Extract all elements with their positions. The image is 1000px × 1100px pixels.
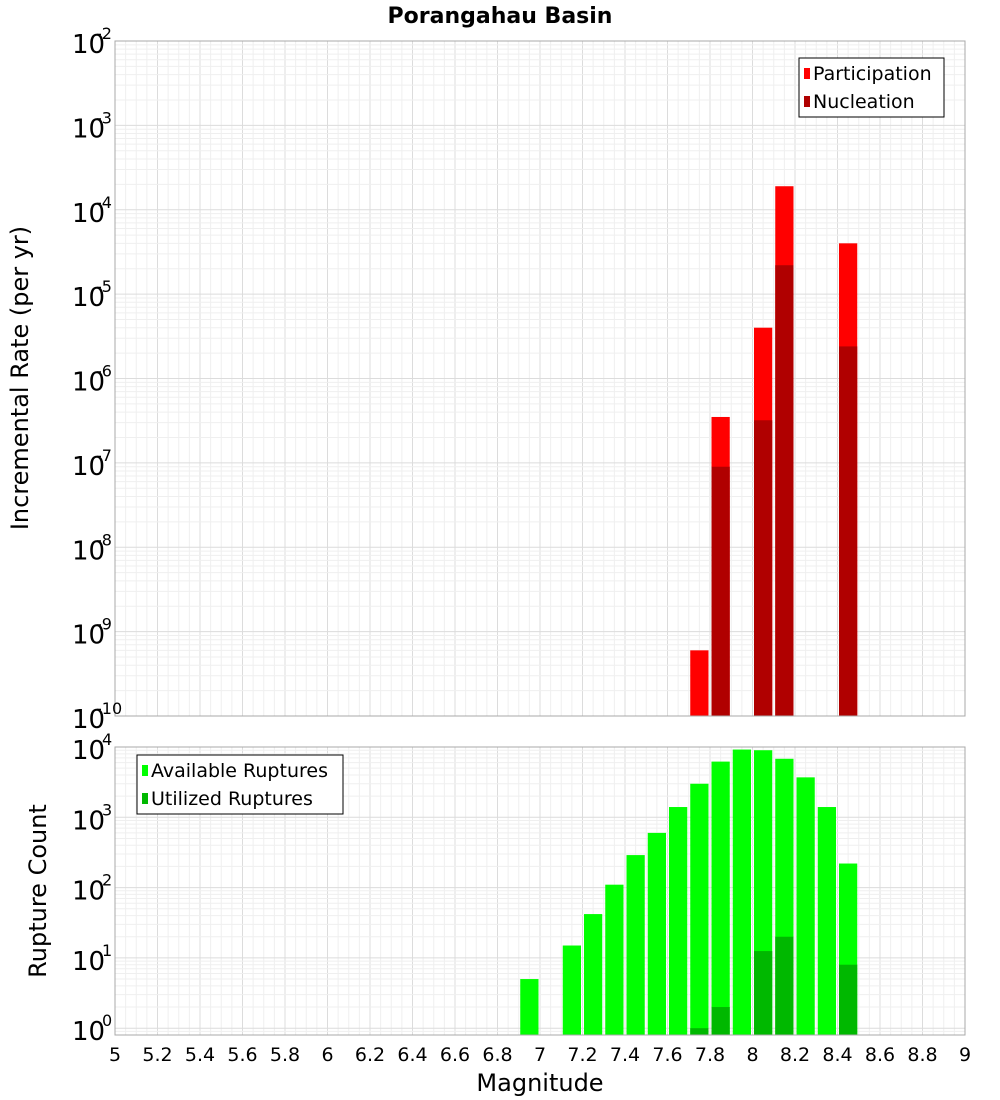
rate-y-tick: 10 bbox=[72, 114, 105, 144]
count-bar-available-ruptures bbox=[647, 832, 666, 1035]
rate-y-tick-exponent: -4 bbox=[96, 193, 112, 212]
x-axis-label: Magnitude bbox=[476, 1069, 603, 1097]
x-tick-label: 7.6 bbox=[652, 1044, 682, 1066]
count-bar-available-ruptures bbox=[584, 914, 603, 1035]
x-tick-label: 5 bbox=[109, 1044, 121, 1066]
rate-y-tick-exponent: -3 bbox=[96, 108, 112, 127]
rate-y-tick-exponent: -9 bbox=[96, 615, 112, 634]
x-tick-label: 5.2 bbox=[142, 1044, 172, 1066]
x-tick-label: 5.4 bbox=[185, 1044, 215, 1066]
count-legend-swatch bbox=[142, 793, 148, 804]
x-tick-label: 8.8 bbox=[907, 1044, 937, 1066]
rate-y-tick-exponent: -5 bbox=[96, 277, 112, 296]
rate-y-tick: 10 bbox=[72, 536, 105, 566]
rate-legend-label: Nucleation bbox=[813, 91, 915, 113]
rate-legend-swatch bbox=[804, 68, 810, 79]
rate-bar-nucleation bbox=[711, 466, 730, 716]
count-legend-label: Utilized Ruptures bbox=[151, 788, 313, 810]
count-y-tick-exponent: 1 bbox=[102, 941, 112, 960]
count-bar-available-ruptures bbox=[669, 807, 688, 1035]
count-bar-available-ruptures bbox=[605, 884, 624, 1035]
x-tick-label: 6.4 bbox=[397, 1044, 427, 1066]
count-bar-utilized-ruptures bbox=[711, 1007, 730, 1035]
rate-y-tick-exponent: -7 bbox=[96, 446, 112, 465]
x-tick-label: 8 bbox=[746, 1044, 758, 1066]
x-tick-label: 7.2 bbox=[567, 1044, 597, 1066]
rate-y-tick-exponent: -10 bbox=[96, 699, 122, 718]
x-tick-label: 7 bbox=[534, 1044, 546, 1066]
count-legend-label: Available Ruptures bbox=[151, 760, 328, 782]
count-bar-available-ruptures bbox=[520, 979, 539, 1035]
x-tick-label: 6.2 bbox=[355, 1044, 385, 1066]
count-bar-utilized-ruptures bbox=[839, 964, 858, 1035]
x-tick-label: 7.4 bbox=[610, 1044, 640, 1066]
rate-bar-participation bbox=[690, 650, 709, 716]
rate-legend-label: Participation bbox=[813, 63, 932, 85]
count-bar-available-ruptures bbox=[626, 855, 645, 1035]
count-y-tick: 10 bbox=[72, 947, 105, 977]
chart-title: Porangahau Basin bbox=[388, 4, 613, 29]
rate-legend-swatch bbox=[804, 96, 810, 107]
count-bar-utilized-ruptures bbox=[690, 1028, 709, 1035]
count-y-tick-exponent: 2 bbox=[102, 871, 112, 890]
count-bar-available-ruptures bbox=[796, 777, 815, 1035]
x-tick-label: 6.8 bbox=[482, 1044, 512, 1066]
count-bar-available-ruptures bbox=[562, 945, 581, 1035]
count-bar-available-ruptures bbox=[732, 749, 751, 1035]
x-tick-label: 7.8 bbox=[695, 1044, 725, 1066]
rate-y-tick-exponent: -8 bbox=[96, 530, 112, 549]
rate-y-tick: 10 bbox=[72, 368, 105, 398]
rate-y-tick-exponent: -2 bbox=[96, 24, 112, 43]
count-bar-available-ruptures bbox=[817, 807, 836, 1035]
count-y-tick-exponent: 3 bbox=[102, 800, 112, 819]
count-y-tick: 10 bbox=[72, 877, 105, 907]
count-frame bbox=[114, 746, 966, 1036]
count-y-tick-exponent: 0 bbox=[102, 1011, 112, 1030]
count-y-tick: 10 bbox=[72, 1017, 105, 1047]
count-y-tick: 10 bbox=[72, 736, 105, 766]
y-axis-label-rate: Incremental Rate (per yr) bbox=[6, 226, 34, 530]
y-axis-label-count: Rupture Count bbox=[24, 804, 52, 978]
x-tick-label: 9 bbox=[959, 1044, 971, 1066]
x-tick-label: 5.6 bbox=[227, 1044, 257, 1066]
count-y-tick: 10 bbox=[72, 806, 105, 836]
x-tick-label: 8.2 bbox=[780, 1044, 810, 1066]
count-legend-swatch bbox=[142, 765, 148, 776]
count-bar-utilized-ruptures bbox=[775, 936, 794, 1035]
rate-y-tick: 10 bbox=[72, 30, 105, 60]
x-tick-label: 6 bbox=[321, 1044, 333, 1066]
rate-y-tick: 10 bbox=[72, 283, 105, 313]
rate-y-tick: 10 bbox=[72, 199, 105, 229]
x-tick-label: 5.8 bbox=[270, 1044, 300, 1066]
x-tick-label: 8.6 bbox=[865, 1044, 895, 1066]
rate-legend bbox=[798, 57, 945, 118]
count-bar-available-ruptures bbox=[711, 761, 730, 1035]
x-tick-label: 8.4 bbox=[822, 1044, 852, 1066]
x-tick-label: 6.6 bbox=[440, 1044, 470, 1066]
rate-y-tick: 10 bbox=[72, 705, 105, 735]
rate-bar-nucleation bbox=[754, 420, 773, 716]
count-legend bbox=[136, 754, 344, 815]
rate-bar-nucleation bbox=[839, 346, 858, 716]
count-bar-available-ruptures bbox=[690, 783, 709, 1035]
rate-y-tick: 10 bbox=[72, 452, 105, 482]
rate-frame bbox=[114, 40, 966, 717]
rate-y-tick: 10 bbox=[72, 621, 105, 651]
count-bar-utilized-ruptures bbox=[754, 951, 773, 1035]
rate-bar-nucleation bbox=[775, 265, 794, 716]
rate-y-tick-exponent: -6 bbox=[96, 362, 112, 381]
count-y-tick-exponent: 4 bbox=[102, 730, 112, 749]
